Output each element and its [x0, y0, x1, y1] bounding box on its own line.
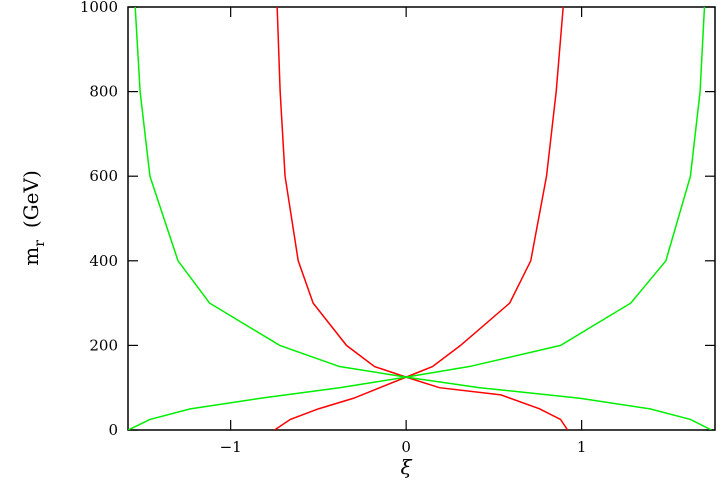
y-axis-label: mr (GeV) [19, 170, 48, 266]
x-tick-label: −1 [220, 438, 242, 456]
plot-frame [127, 6, 716, 431]
y-tick-label: 400 [89, 252, 118, 270]
y-label-unit: (GeV) [19, 170, 43, 228]
y-tick-label: 800 [89, 83, 118, 101]
x-tick-label: 1 [577, 438, 587, 456]
y-tick-label: 1000 [80, 0, 118, 16]
y-tick-label: 200 [89, 336, 118, 354]
y-tick-label: 600 [89, 167, 118, 185]
line [128, 7, 706, 430]
y-label-sub: r [32, 240, 48, 247]
x-axis-label: ξ [400, 455, 412, 479]
y-tick-label: 0 [108, 421, 118, 439]
y-label-main: m [19, 247, 43, 266]
line [134, 7, 712, 430]
line [276, 7, 569, 430]
line [274, 7, 564, 430]
x-tick-label: 0 [401, 438, 411, 456]
